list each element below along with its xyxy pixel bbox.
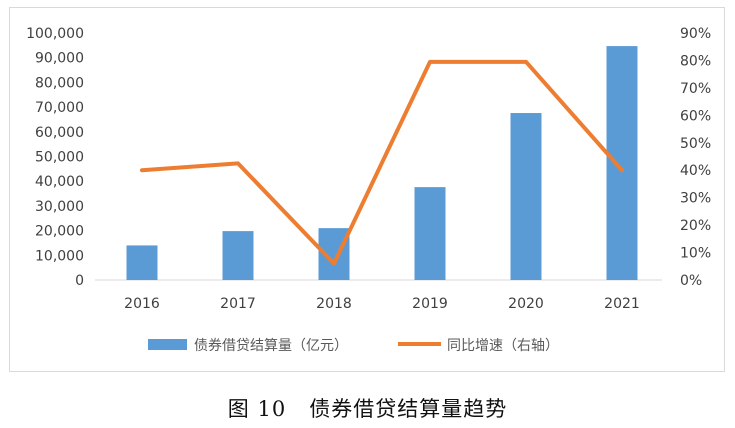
right-axis-tick-label: 80% [680, 53, 711, 69]
bar [222, 231, 254, 280]
legend-bar-swatch [148, 339, 187, 350]
right-axis-tick-label: 0% [680, 273, 702, 289]
right-axis-tick-label: 90% [680, 26, 711, 42]
left-axis-tick-label: 20,000 [35, 224, 84, 240]
x-axis-tick-label: 2017 [220, 296, 256, 312]
left-axis-tick-label: 90,000 [35, 51, 84, 67]
left-axis-tick-label: 30,000 [35, 199, 84, 215]
legend-line-label: 同比增速（右轴） [447, 338, 559, 354]
figure-caption: 图 10 债券借贷结算量趋势 [0, 393, 735, 423]
bar [414, 187, 446, 280]
figure-title: 债券借贷结算量趋势 [309, 397, 508, 421]
right-axis-tick-label: 60% [680, 108, 711, 124]
left-axis-tick-label: 10,000 [35, 248, 84, 264]
left-axis-tick-label: 80,000 [35, 75, 84, 91]
figure-number: 图 10 [227, 397, 287, 421]
bar [606, 46, 638, 280]
x-axis-tick-label: 2018 [316, 296, 352, 312]
growth-rate-line [140, 59, 624, 266]
legend-bar-label: 债券借贷结算量（亿元） [194, 338, 348, 354]
left-axis-tick-label: 40,000 [35, 174, 84, 190]
x-axis-tick-label: 2019 [412, 296, 448, 312]
right-axis-tick-label: 10% [680, 246, 711, 262]
line-series [140, 59, 624, 266]
right-axis-tick-label: 20% [680, 218, 711, 234]
right-axis-tick-label: 40% [680, 163, 711, 179]
x-axis-tick-label: 2020 [508, 296, 544, 312]
combo-chart: 0 10,000 20,000 30,000 40,000 50,000 60,000 70,… [26, 26, 711, 354]
legend: 债券借贷结算量（亿元） 同比增速（右轴） [148, 338, 559, 354]
x-axis-ticks: 2016 2017 2018 2019 2020 2021 [124, 296, 640, 312]
x-axis-tick-label: 2016 [124, 296, 160, 312]
left-axis-tick-label: 60,000 [35, 125, 84, 141]
right-axis-tick-label: 70% [680, 81, 711, 97]
bar-series [126, 46, 638, 280]
x-axis-tick-label: 2021 [604, 296, 640, 312]
left-axis-tick-label: 0 [75, 273, 84, 289]
right-axis-ticks: 0% 10% 20% 30% 40% 50% 60% 70% 80% 90% [680, 26, 711, 289]
bar [126, 245, 158, 280]
bar [510, 113, 542, 280]
right-axis-tick-label: 30% [680, 191, 711, 207]
left-axis-tick-label: 100,000 [26, 26, 84, 42]
right-axis-tick-label: 50% [680, 136, 711, 152]
left-axis-tick-label: 50,000 [35, 150, 84, 166]
left-axis-ticks: 0 10,000 20,000 30,000 40,000 50,000 60,000 70,… [26, 26, 84, 289]
chart-frame: 0 10,000 20,000 30,000 40,000 50,000 60,000 70,… [9, 7, 725, 372]
left-axis-tick-label: 70,000 [35, 100, 84, 116]
